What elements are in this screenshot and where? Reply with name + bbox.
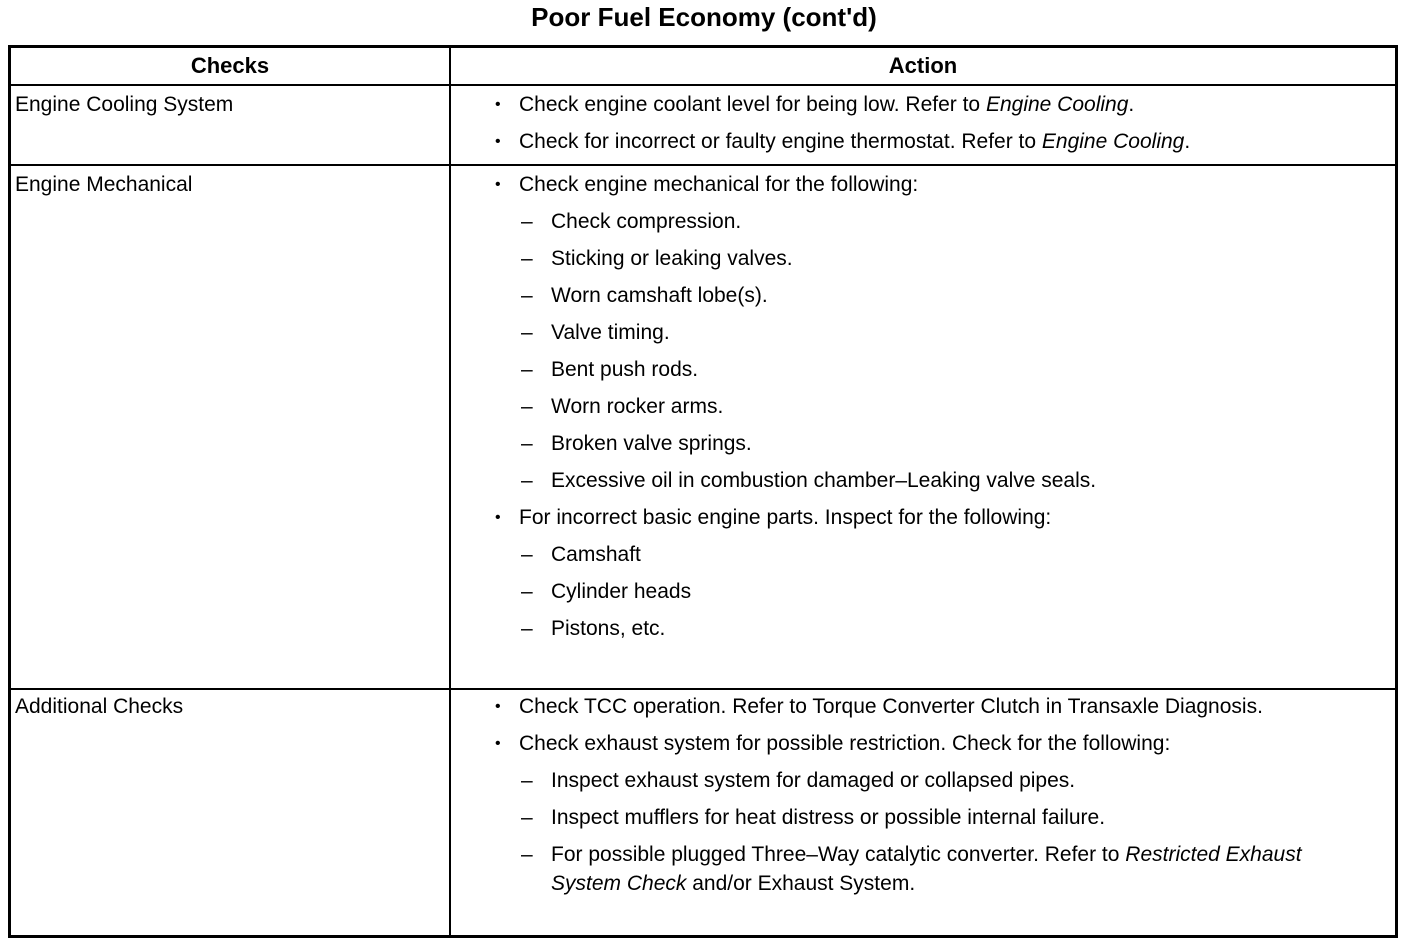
item-text: Broken valve springs. — [551, 432, 752, 455]
reference-link: Engine Cooling — [985, 93, 1129, 116]
item-text-tail: . — [1184, 130, 1191, 153]
item-text: Check exhaust system for possible restri… — [519, 732, 1171, 755]
sub-item: Valve timing. — [495, 318, 1345, 347]
bullet-item: For incorrect basic engine parts. Inspec… — [495, 503, 1345, 532]
item-text: Pistons, etc. — [551, 617, 666, 640]
item-text: Check TCC operation. Refer to Torque Con… — [519, 695, 1263, 718]
item-text: Cylinder heads — [551, 580, 692, 603]
bullet-item: Check exhaust system for possible restri… — [495, 729, 1345, 758]
sub-item: Cylinder heads — [495, 577, 1345, 606]
sub-item: Excessive oil in combustion chamber–Leak… — [495, 466, 1345, 495]
item-text: Valve timing. — [551, 321, 670, 344]
sub-item: Bent push rods. — [495, 355, 1345, 384]
table-header-row: Checks Action — [8, 45, 1398, 86]
item-text: Inspect mufflers for heat distress or po… — [551, 806, 1106, 829]
item-text: Excessive oil in combustion chamber–Leak… — [551, 469, 1097, 492]
sub-item: Broken valve springs. — [495, 429, 1345, 458]
bullet-item: Check for incorrect or faulty engine the… — [495, 127, 1345, 156]
item-text: Worn rocker arms. — [551, 395, 724, 418]
item-text: Check engine mechanical for the followin… — [519, 173, 919, 196]
sub-item: Worn camshaft lobe(s). — [495, 281, 1345, 310]
sub-item: Pistons, etc. — [495, 614, 1345, 643]
sub-item: Check compression. — [495, 207, 1345, 236]
bullet-item: Check engine coolant level for being low… — [495, 90, 1345, 119]
reference-link: Engine Cooling — [1041, 130, 1185, 153]
item-text-tail: and/or Exhaust System. — [686, 872, 916, 895]
sub-item: Inspect exhaust system for damaged or co… — [495, 766, 1345, 795]
item-text: Check engine coolant level for being low… — [519, 93, 986, 116]
item-text-tail: . — [1128, 93, 1135, 116]
bullet-item: Check engine mechanical for the followin… — [495, 170, 1345, 199]
header-action: Action — [449, 45, 1398, 86]
item-text: For incorrect basic engine parts. Inspec… — [519, 506, 1052, 529]
table-row: Engine Mechanical Check engine mechanica… — [8, 164, 1398, 690]
reference-link: Restricted Exhaust System Check — [551, 843, 1302, 895]
item-text: Check compression. — [551, 210, 742, 233]
page-title: Poor Fuel Economy (cont'd) — [531, 2, 877, 32]
sub-item: Camshaft — [495, 540, 1345, 569]
action-cell: Check engine mechanical for the followin… — [449, 164, 1398, 690]
sub-item: Inspect mufflers for heat distress or po… — [495, 803, 1345, 832]
sub-item: Sticking or leaking valves. — [495, 244, 1345, 273]
check-cell: Additional Checks — [8, 688, 451, 937]
check-cell: Engine Cooling System — [8, 84, 451, 166]
table-row: Engine Cooling System Check engine coola… — [8, 84, 1398, 166]
item-text: Bent push rods. — [551, 358, 699, 381]
item-text: Worn camshaft lobe(s). — [551, 284, 768, 307]
sub-item: For possible plugged Three–Way catalytic… — [495, 840, 1345, 898]
item-text: Sticking or leaking valves. — [551, 247, 793, 270]
table-row: Additional Checks Check TCC operation. R… — [8, 688, 1398, 937]
action-cell: Check engine coolant level for being low… — [449, 84, 1398, 166]
item-text: Check for incorrect or faulty engine the… — [519, 130, 1042, 153]
item-text: Camshaft — [551, 543, 641, 566]
check-cell: Engine Mechanical — [8, 164, 451, 690]
action-cell: Check TCC operation. Refer to Torque Con… — [449, 688, 1398, 937]
diagnostic-table: Checks Action Engine Cooling System Chec… — [8, 45, 1398, 938]
sub-item: Worn rocker arms. — [495, 392, 1345, 421]
item-text: For possible plugged Three–Way catalytic… — [551, 843, 1126, 866]
bullet-item: Check TCC operation. Refer to Torque Con… — [495, 692, 1345, 721]
item-text: Inspect exhaust system for damaged or co… — [551, 769, 1076, 792]
header-checks: Checks — [8, 45, 451, 86]
